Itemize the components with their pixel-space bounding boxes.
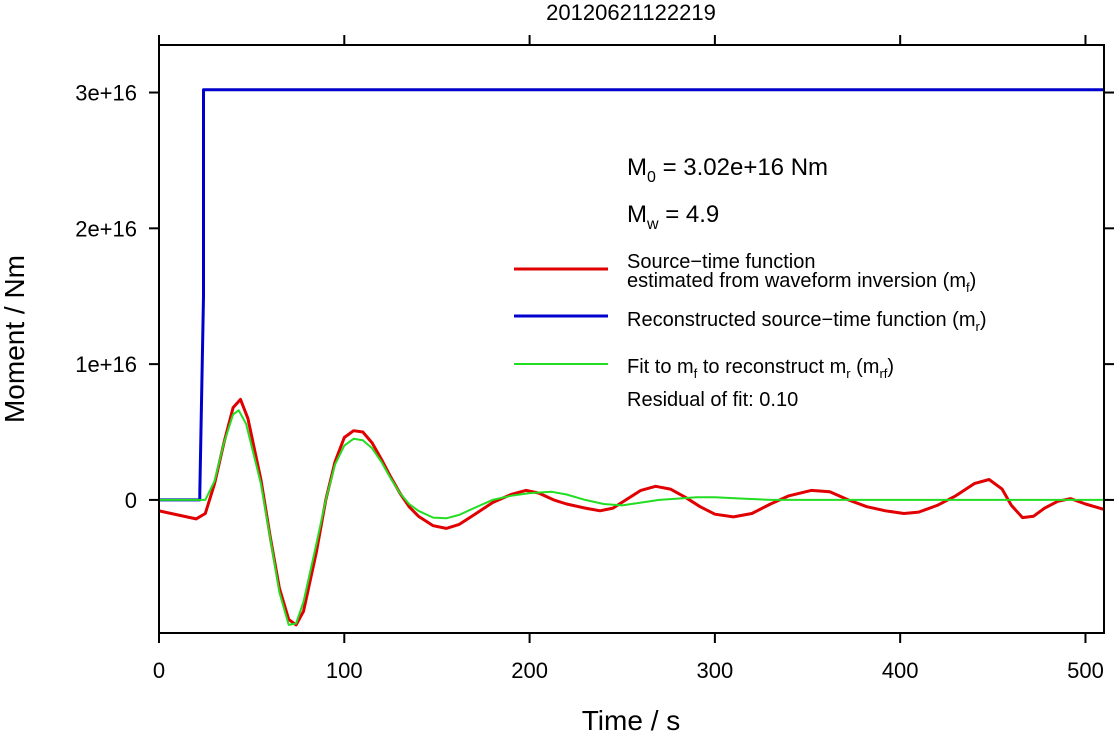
mw-annotation: Mw = 4.9 — [627, 201, 719, 233]
legend-entry-red-line2: estimated from waveform inversion (mf) — [627, 270, 976, 295]
legend-entry-green: Fit to mf to reconstruct mr (mrf) — [627, 356, 894, 381]
series-red-line — [159, 397, 1104, 627]
x-tick-label: 0 — [153, 658, 165, 683]
x-tick-label: 400 — [882, 658, 919, 683]
legend-entry-red-line1: Source−time function — [627, 251, 815, 273]
plot-frame — [158, 44, 1105, 634]
x-tick-label: 300 — [697, 658, 734, 683]
chart-title: 20120621122219 — [546, 0, 716, 25]
y-tick-label: 0 — [125, 488, 137, 513]
x-tick-label: 100 — [326, 658, 363, 683]
residual-annotation: Residual of fit: 0.10 — [627, 389, 798, 411]
series-layer — [159, 88, 1104, 627]
axes-layer: 0 100 200 300 400 500 0 1e+16 2e+16 3e+16 — [75, 35, 1114, 683]
y-tick-label: 3e+16 — [75, 81, 137, 106]
legend: Source−time function estimated from wave… — [514, 251, 987, 411]
series-green-line — [159, 409, 1104, 626]
x-axis-label: Time / s — [582, 705, 681, 734]
y-axis-label: Moment / Nm — [0, 255, 30, 423]
legend-entry-blue: Reconstructed source−time function (mr) — [627, 309, 987, 334]
series-blue-line — [159, 88, 1104, 502]
x-tick-label: 200 — [511, 658, 548, 683]
x-tick-label: 500 — [1067, 658, 1104, 683]
m0-annotation: M0 = 3.02e+16 Nm — [627, 154, 828, 186]
y-tick-label: 1e+16 — [75, 352, 137, 377]
y-tick-label: 2e+16 — [75, 216, 137, 241]
